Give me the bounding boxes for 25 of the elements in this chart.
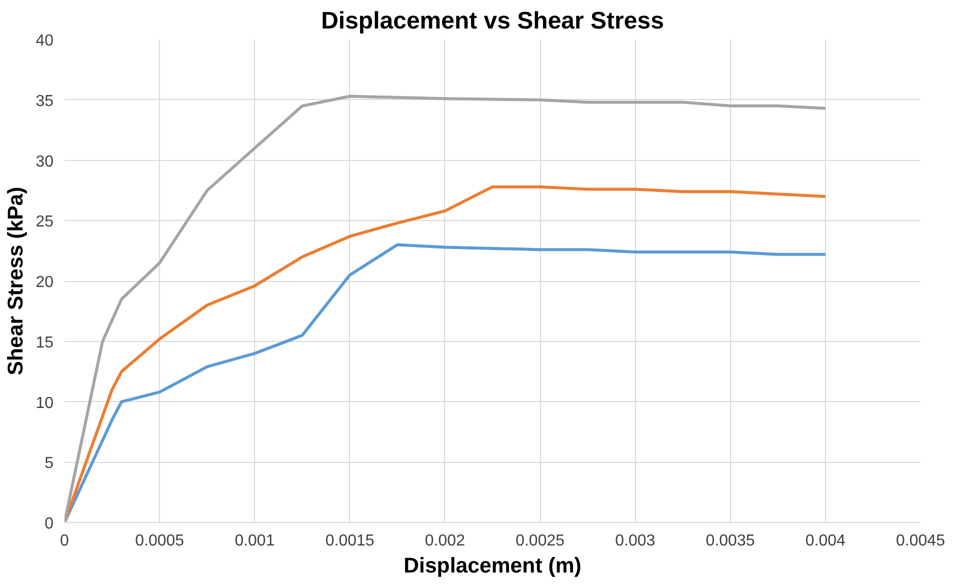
y-tick-label: 15 — [36, 334, 54, 352]
y-tick-label: 40 — [36, 32, 54, 50]
line-series — [64, 185, 827, 522]
chart-title: Displacement vs Shear Stress — [321, 8, 664, 34]
x-tick-label: 0.002 — [424, 532, 466, 550]
line-series — [64, 243, 827, 522]
y-tick-label: 25 — [36, 214, 54, 231]
x-tick-label: 0.0035 — [706, 532, 755, 550]
x-tick-label: 0.003 — [615, 532, 656, 550]
x-tick-label: 0.001 — [234, 532, 275, 550]
y-tick-label: 35 — [36, 92, 54, 110]
y-tick-label: 10 — [36, 394, 54, 412]
y-axis-title: Shear Stress (kPa) — [4, 186, 28, 376]
y-tick-label: 30 — [36, 153, 54, 170]
y-tick-label: 0 — [44, 516, 54, 532]
x-tick-label: 0.0025 — [516, 532, 565, 550]
x-tick-label: 0.0045 — [896, 532, 946, 550]
y-tick-label: 20 — [36, 274, 54, 291]
x-tick-label: 0.0005 — [135, 532, 184, 550]
y-tick-label: 5 — [44, 455, 54, 472]
x-tick-label: 0 — [60, 532, 70, 550]
x-tick-label: 0.0015 — [325, 532, 374, 550]
x-tick-label: 0.004 — [805, 532, 846, 550]
line-series — [64, 94, 827, 522]
x-axis-title: Displacement (m) — [404, 554, 582, 578]
